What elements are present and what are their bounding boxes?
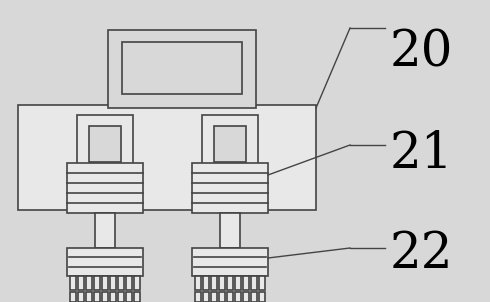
Bar [126,276,132,290]
Bar [227,292,233,302]
Bar [195,276,201,290]
Bar [77,115,133,170]
Bar [18,105,316,210]
Bar [86,292,92,302]
Bar [70,292,76,302]
Bar [67,248,143,276]
Bar [235,276,241,290]
Bar [219,276,225,290]
Bar [78,276,84,290]
Bar [102,276,108,290]
Bar [110,292,116,302]
Bar [220,213,240,248]
Bar [219,292,225,302]
Bar [251,276,257,290]
Text: 21: 21 [390,130,454,179]
Bar [86,276,92,290]
Bar [203,292,209,302]
Bar [211,276,217,290]
Bar [259,292,265,302]
Bar [118,276,124,290]
Bar [243,276,249,290]
Bar [195,292,201,302]
Bar [203,276,209,290]
Bar [214,126,246,162]
Bar [211,292,217,302]
Bar [192,163,268,213]
Bar [134,292,140,302]
Bar [243,292,249,302]
Bar [89,126,121,162]
Bar [235,292,241,302]
Bar [110,276,116,290]
Bar [108,30,256,108]
Bar [102,292,108,302]
Bar [251,292,257,302]
Bar [202,115,258,170]
Text: 20: 20 [390,28,454,77]
Bar [122,42,242,94]
Bar [94,276,100,290]
Bar [259,276,265,290]
Bar [192,248,268,276]
Bar [95,213,115,248]
Bar [118,292,124,302]
Bar [134,276,140,290]
Bar [94,292,100,302]
Bar [70,276,76,290]
Bar [126,292,132,302]
Bar [67,163,143,213]
Bar [78,292,84,302]
Text: 22: 22 [390,230,454,279]
Bar [227,276,233,290]
